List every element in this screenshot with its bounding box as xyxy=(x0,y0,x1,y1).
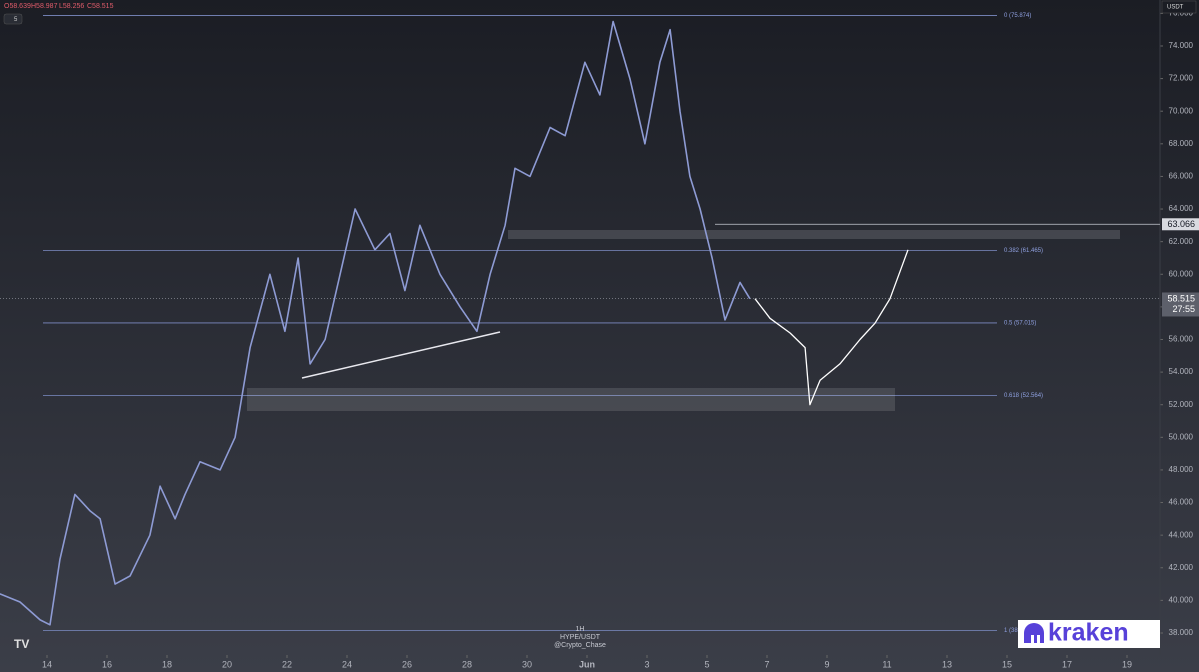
projection-line xyxy=(754,249,909,406)
plot-layer: 0 (75.874) 0.382 (61.465) 0.5 (57.015) 0.61… xyxy=(0,0,1163,658)
price-line xyxy=(0,20,751,626)
logo-text: kraken xyxy=(1048,619,1129,647)
x-tick-label: 20 xyxy=(222,659,232,669)
fib-label: 0.5 (57.015) xyxy=(1004,321,1036,327)
watermark-interval: 1H xyxy=(576,626,585,633)
x-tick-label: Jun xyxy=(579,659,595,669)
y-tick-label: 44.000 xyxy=(1169,530,1194,539)
y-tick-label: 40.000 xyxy=(1169,595,1194,604)
fib-label: 0 (75.874) xyxy=(1004,13,1031,19)
y-tick-label: 74.000 xyxy=(1169,41,1194,50)
y-tick-label: 62.000 xyxy=(1169,237,1194,246)
logo-icon xyxy=(1024,623,1044,643)
currency-box[interactable] xyxy=(1161,0,1197,14)
y-tick-label: 52.000 xyxy=(1169,400,1194,409)
x-tick-label: 9 xyxy=(824,659,829,669)
y-tick-label: 42.000 xyxy=(1169,563,1194,572)
y-tick-label: 48.000 xyxy=(1169,465,1194,474)
supply-zone xyxy=(508,230,1120,239)
tv-logo: TV xyxy=(14,637,29,651)
y-tick-label: 46.000 xyxy=(1169,498,1194,507)
x-tick-label: 22 xyxy=(282,659,292,669)
y-tick-label: 56.000 xyxy=(1169,335,1194,344)
y-tick-label: 72.000 xyxy=(1169,74,1194,83)
y-tick-label: 64.000 xyxy=(1169,204,1194,213)
demand-zone xyxy=(247,388,895,411)
x-tick-label: 16 xyxy=(102,659,112,669)
watermark-author: @Crypto_Chase xyxy=(554,642,606,649)
price-label: 58.515 xyxy=(1167,293,1195,303)
currency[interactable]: USDT xyxy=(1167,5,1184,11)
countdown: 27:55 xyxy=(1172,304,1195,314)
x-tick-label: 5 xyxy=(704,659,709,669)
fib-label: 0.618 (52.564) xyxy=(1004,393,1043,399)
fib-label: 0.382 (61.465) xyxy=(1004,248,1043,254)
x-tick-label: 3 xyxy=(644,659,649,669)
price-label: 63.066 xyxy=(1167,219,1195,229)
ohlc-low: L58.256 xyxy=(59,3,84,10)
x-tick-label: 14 xyxy=(42,659,52,669)
y-tick-label: 66.000 xyxy=(1169,172,1194,181)
y-tick-label: 60.000 xyxy=(1169,269,1194,278)
ohlc-high: H58.987 xyxy=(31,3,58,10)
x-tick-label: 17 xyxy=(1062,659,1072,669)
x-tick-label: 13 xyxy=(942,659,952,669)
ohlc-close: C58.515 xyxy=(87,3,114,10)
interval-text[interactable]: 5 xyxy=(14,17,18,23)
y-tick-label: 70.000 xyxy=(1169,106,1194,115)
y-tick-label: 54.000 xyxy=(1169,367,1194,376)
trendline xyxy=(301,331,501,379)
plot-overlay: 38.000 40.000 42.000 44.000 46.000 48.000 50.0… xyxy=(0,8,1199,669)
price-label-box xyxy=(1162,218,1199,231)
price-label-box xyxy=(1162,292,1199,317)
fib-label: 1 (38.154) xyxy=(1004,628,1031,634)
ohlc-open: O58.639 xyxy=(4,3,31,10)
x-tick-label: 28 xyxy=(462,659,472,669)
watermark-symbol: HYPE/USDT xyxy=(560,634,601,641)
x-tick-label: 7 xyxy=(764,659,769,669)
x-tick-label: 15 xyxy=(1002,659,1012,669)
y-tick-label: 50.000 xyxy=(1169,432,1194,441)
y-tick-label: 68.000 xyxy=(1169,139,1194,148)
x-tick-label: 30 xyxy=(522,659,532,669)
x-tick-label: 26 xyxy=(402,659,412,669)
x-tick-label: 18 xyxy=(162,659,172,669)
x-tick-label: 24 xyxy=(342,659,352,669)
interval-box[interactable] xyxy=(3,13,23,25)
x-tick-label: 11 xyxy=(882,659,891,669)
x-tick-label: 19 xyxy=(1122,659,1132,669)
y-tick-label: 38.000 xyxy=(1169,628,1194,637)
